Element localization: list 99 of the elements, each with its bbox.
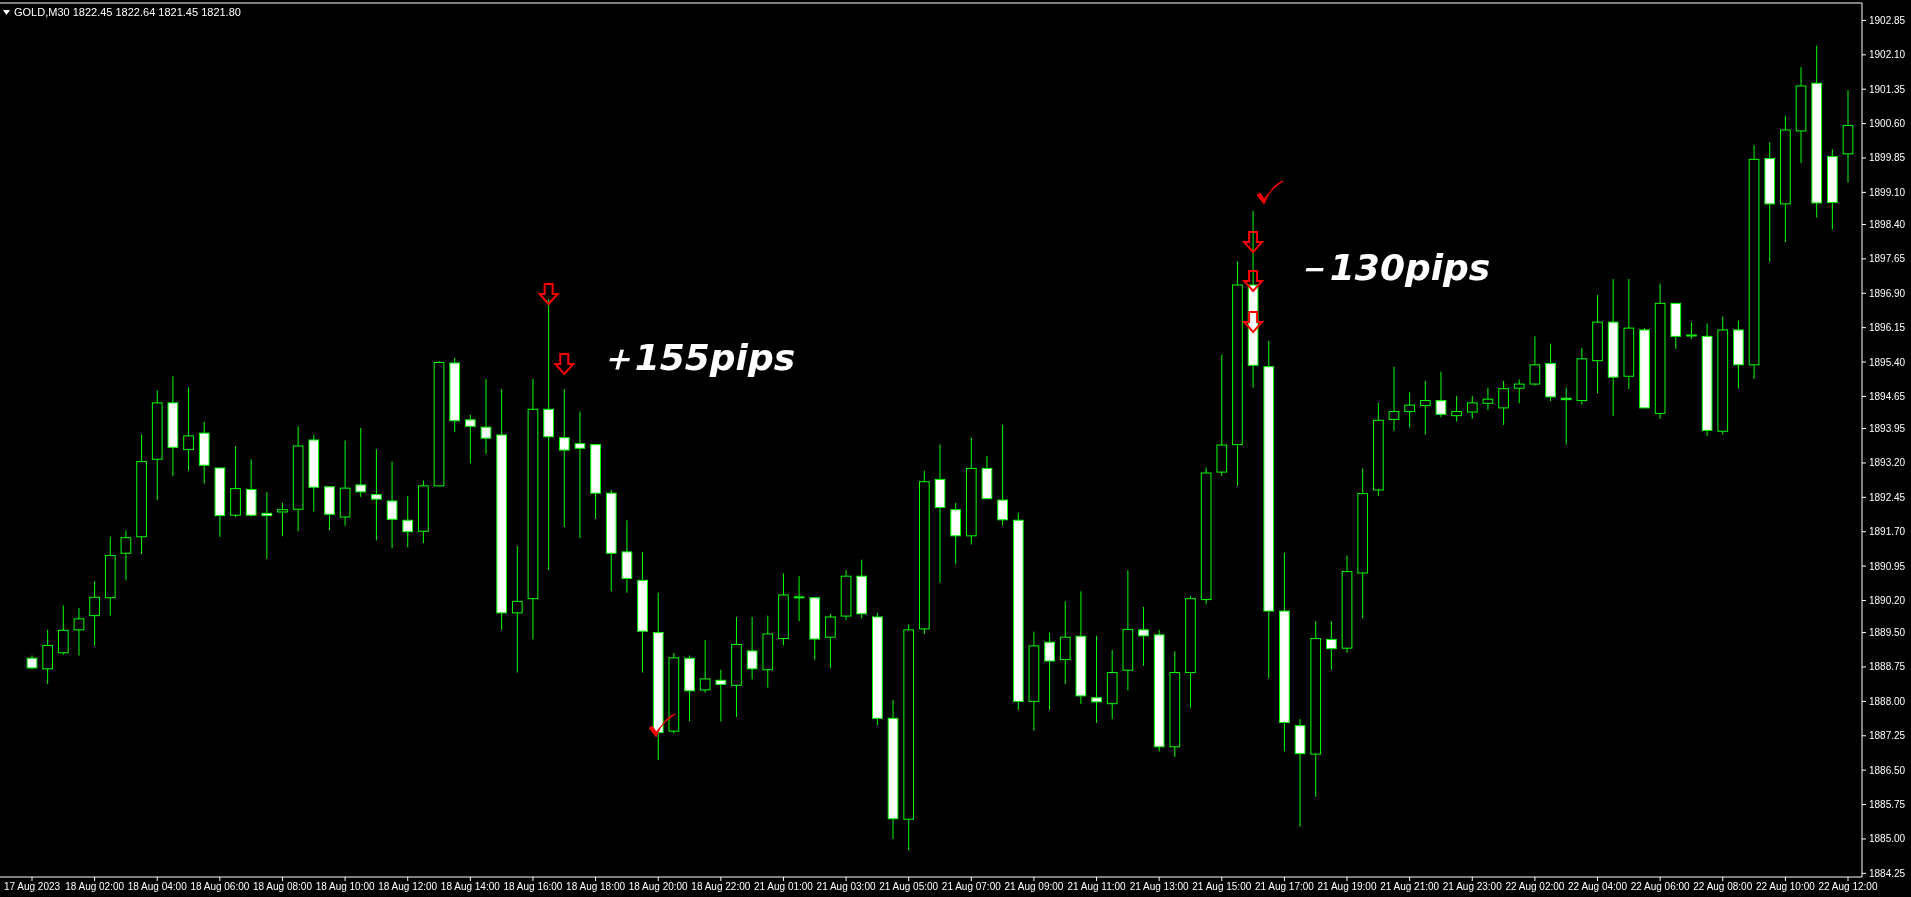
x-tick-label: 18 Aug 18:00: [566, 881, 626, 892]
y-tick-label: 1895.40: [1869, 356, 1906, 368]
x-tick-label: 18 Aug 16:00: [503, 881, 563, 892]
candlestick: [1419, 380, 1431, 435]
candlestick: [355, 427, 367, 498]
candlestick: [511, 545, 523, 673]
candlestick: [1138, 606, 1149, 667]
x-tick-label: 18 Aug 06:00: [190, 881, 250, 892]
x-tick-label: 21 Aug 21:00: [1380, 881, 1440, 892]
candlestick: [746, 616, 758, 680]
x-tick-label: 18 Aug 08:00: [253, 881, 313, 892]
candlestick: [464, 414, 476, 464]
candlestick: [1435, 371, 1447, 418]
candlestick: [1451, 395, 1462, 423]
candlestick: [1388, 366, 1400, 432]
x-tick-label: 17 Aug 2023: [3, 881, 61, 892]
y-tick-label: 1897.65: [1869, 253, 1906, 265]
candlestick: [1466, 395, 1478, 420]
x-tick-label: 18 Aug 12:00: [378, 881, 438, 892]
x-tick-label: 22 Aug 12:00: [1818, 881, 1878, 892]
y-tick-label: 1891.70: [1869, 526, 1906, 538]
y-tick-label: 1888.00: [1869, 695, 1906, 707]
x-tick-label: 22 Aug 10:00: [1755, 881, 1816, 892]
candlestick: [1529, 335, 1541, 386]
y-tick-label: 1902.10: [1869, 49, 1906, 61]
candlestick: [793, 575, 805, 622]
candlestick: [277, 502, 288, 537]
x-tick-label: 21 Aug 11:00: [1067, 881, 1127, 892]
candlestick: [1059, 600, 1071, 685]
y-tick-label: 1893.20: [1869, 457, 1906, 469]
x-tick-label: 22 Aug 06:00: [1630, 881, 1691, 892]
y-tick-label: 1893.95: [1869, 423, 1906, 435]
x-tick-label: 21 Aug 17:00: [1254, 881, 1315, 892]
y-tick-label: 1894.65: [1869, 390, 1906, 402]
x-tick-label: 18 Aug 04:00: [127, 881, 188, 892]
candlestick: [1326, 620, 1337, 671]
candlestick: [183, 386, 194, 472]
y-tick-label: 1900.60: [1869, 118, 1906, 130]
y-tick-label: 1896.90: [1869, 287, 1906, 299]
x-tick-label: 21 Aug 05:00: [879, 881, 939, 892]
x-tick-label: 21 Aug 13:00: [1129, 881, 1190, 892]
annotation: ＋155pips: [598, 337, 796, 378]
y-tick-label: 1896.15: [1869, 322, 1906, 334]
y-tick-label: 1899.85: [1869, 152, 1906, 164]
y-tick-label: 1885.75: [1869, 799, 1906, 811]
candlestick: [120, 529, 132, 581]
candlestick: [386, 461, 398, 549]
candlestick: [57, 605, 69, 656]
x-tick-label: 18 Aug 14:00: [440, 881, 501, 892]
x-tick-label: 21 Aug 23:00: [1442, 881, 1503, 892]
x-tick-label: 18 Aug 20:00: [628, 881, 689, 892]
y-tick-label: 1886.50: [1869, 764, 1906, 776]
candlestick: [89, 580, 100, 647]
candlestick: [261, 491, 273, 560]
y-tick-label: 1890.20: [1869, 594, 1906, 606]
x-tick-label: 21 Aug 09:00: [1004, 881, 1064, 892]
chart-title: GOLD,M30 1822.45 1822.64 1821.45 1821.80: [14, 6, 241, 18]
candlestick: [371, 448, 382, 541]
candlestick: [574, 411, 586, 539]
x-tick-label: 21 Aug 01:00: [753, 881, 814, 892]
annotation: －130pips: [1293, 247, 1491, 288]
y-tick-label: 1888.75: [1869, 661, 1906, 673]
candlestick: [997, 424, 1008, 527]
y-tick-label: 1901.35: [1869, 83, 1906, 95]
x-tick-label: 21 Aug 03:00: [816, 881, 876, 892]
y-tick-label: 1887.25: [1869, 730, 1906, 742]
y-tick-label: 1902.85: [1869, 14, 1906, 26]
candlestick: [73, 607, 85, 657]
candlestick: [715, 669, 727, 723]
candlestick: [1044, 632, 1055, 711]
y-tick-label: 1892.45: [1869, 491, 1906, 503]
x-tick-label: 22 Aug 02:00: [1505, 881, 1565, 892]
candlestick: [1513, 378, 1525, 404]
x-tick-label: 22 Aug 08:00: [1693, 881, 1753, 892]
y-tick-label: 1890.95: [1869, 560, 1906, 572]
candlestick: [402, 495, 414, 548]
x-tick-label: 21 Aug 15:00: [1192, 881, 1252, 892]
y-tick-label: 1898.40: [1869, 218, 1906, 230]
y-tick-label: 1885.00: [1869, 833, 1906, 845]
y-tick-label: 1884.25: [1869, 867, 1906, 879]
x-tick-label: 21 Aug 07:00: [941, 881, 1002, 892]
x-tick-label: 18 Aug 22:00: [691, 881, 751, 892]
candlestick: [1091, 635, 1102, 724]
y-tick-label: 1889.50: [1869, 627, 1906, 639]
candlestick: [543, 298, 554, 571]
x-tick-label: 18 Aug 10:00: [315, 881, 376, 892]
y-tick-label: 1899.10: [1869, 186, 1906, 198]
x-tick-label: 18 Aug 02:00: [65, 881, 125, 892]
candlestick: [1498, 380, 1509, 426]
x-tick-label: 21 Aug 19:00: [1317, 881, 1377, 892]
candlestick: [1560, 387, 1572, 446]
x-tick-label: 22 Aug 04:00: [1568, 881, 1628, 892]
candlestick: [558, 388, 570, 528]
candlestick: [1482, 387, 1494, 411]
candlestick: [1404, 391, 1416, 429]
candlestick: [825, 613, 836, 669]
candlestick: [699, 639, 711, 694]
candlestick: [42, 629, 54, 685]
candlestick: [480, 378, 492, 455]
